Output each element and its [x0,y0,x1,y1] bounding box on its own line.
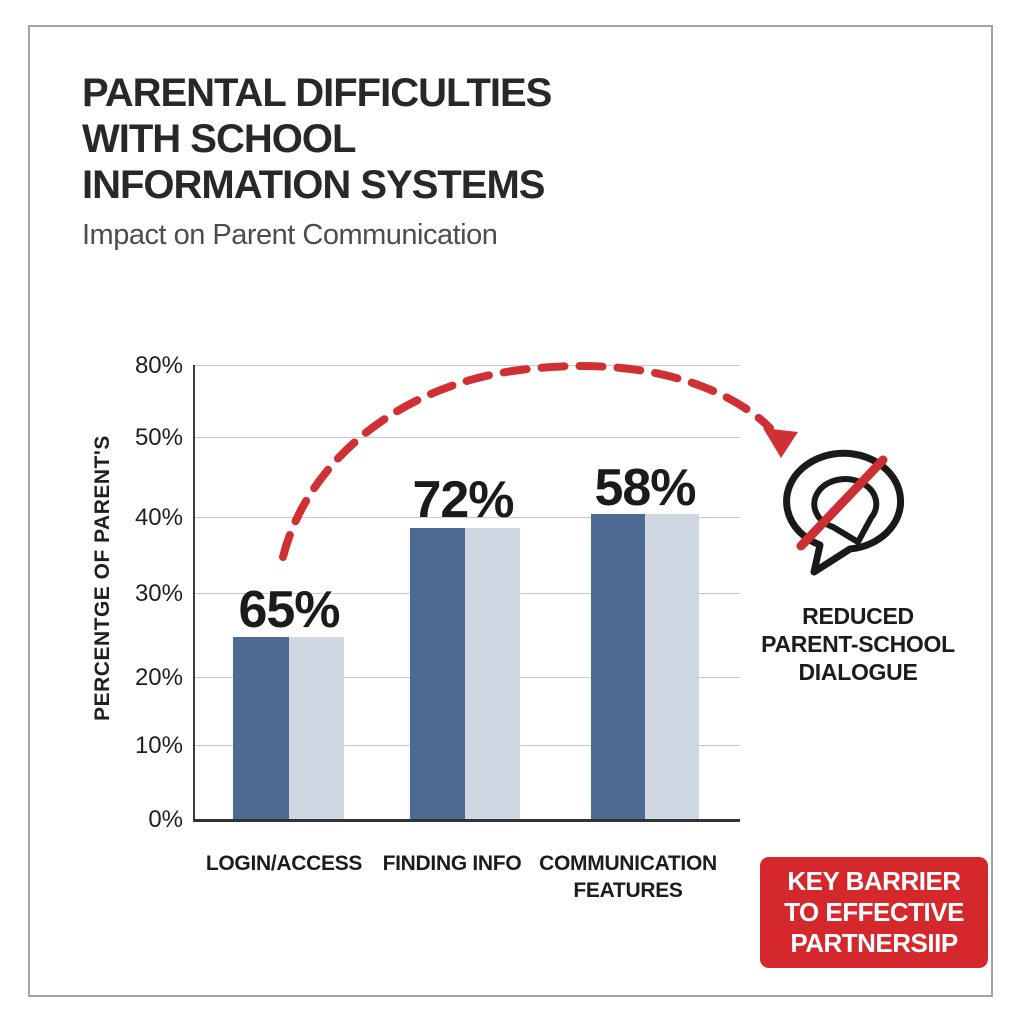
value-label-finding-info: 72% [412,471,514,529]
bar-finding-info-light [465,528,520,819]
category-label-finding-info: FINDING INFO [382,852,522,875]
plot-area [193,365,740,822]
category-label-login-access: LOGIN/ACCESS [205,852,363,875]
page-title: PARENTAL DIFFICULTIES WITH SCHOOL INFORM… [82,70,552,208]
y-tick-80: 80% [134,352,183,379]
page-title-line-3: INFORMATION SYSTEMS [82,163,545,207]
no-dialogue-icon [783,449,905,576]
key-barrier-callout: KEY BARRIER TO EFFECTIVE PARTNERSIIP [760,857,988,968]
page-subtitle: Impact on Parent Communication [82,219,498,251]
y-tick-40: 40% [134,504,183,531]
bar-login-access-light [289,637,344,819]
page-title-line-2: WITH SCHOOL [82,117,356,161]
bar-communication-features-dark [591,514,645,819]
category-label-communication-features: COMMUNICATION FEATURES [539,852,717,902]
y-tick-20: 20% [134,664,183,691]
annotation-line-3: DIALOGUE [798,659,918,685]
callout-line-1: KEY BARRIER [787,866,961,896]
value-label-login-access: 65% [238,581,340,639]
y-tick-30: 30% [134,580,183,607]
gridline-80 [195,365,740,366]
inner-speech-bubble [811,476,880,545]
bar-finding-info-dark [410,528,465,819]
y-tick-0: 0% [148,806,183,833]
page-title-line-1: PARENTAL DIFFICULTIES [82,71,552,115]
callout-line-3: PARTNERSIIP [790,928,958,958]
y-tick-50: 50% [134,424,183,451]
annotation-line-2: PARENT-SCHOOL [761,631,955,657]
annotation-line-1: REDUCED [802,603,914,629]
bar-login-access-dark [233,637,289,819]
bar-communication-features-light [645,514,699,819]
gridline-50 [195,437,740,438]
y-tick-10: 10% [134,732,183,759]
red-slash [796,455,888,551]
annotation-reduced-dialogue: REDUCED PARENT-SCHOOL DIALOGUE [728,602,988,686]
outer-speech-bubble [783,449,905,576]
value-label-communication-features: 58% [594,459,696,517]
callout-line-2: TO EFFECTIVE [784,897,964,927]
frame-border [28,25,993,997]
